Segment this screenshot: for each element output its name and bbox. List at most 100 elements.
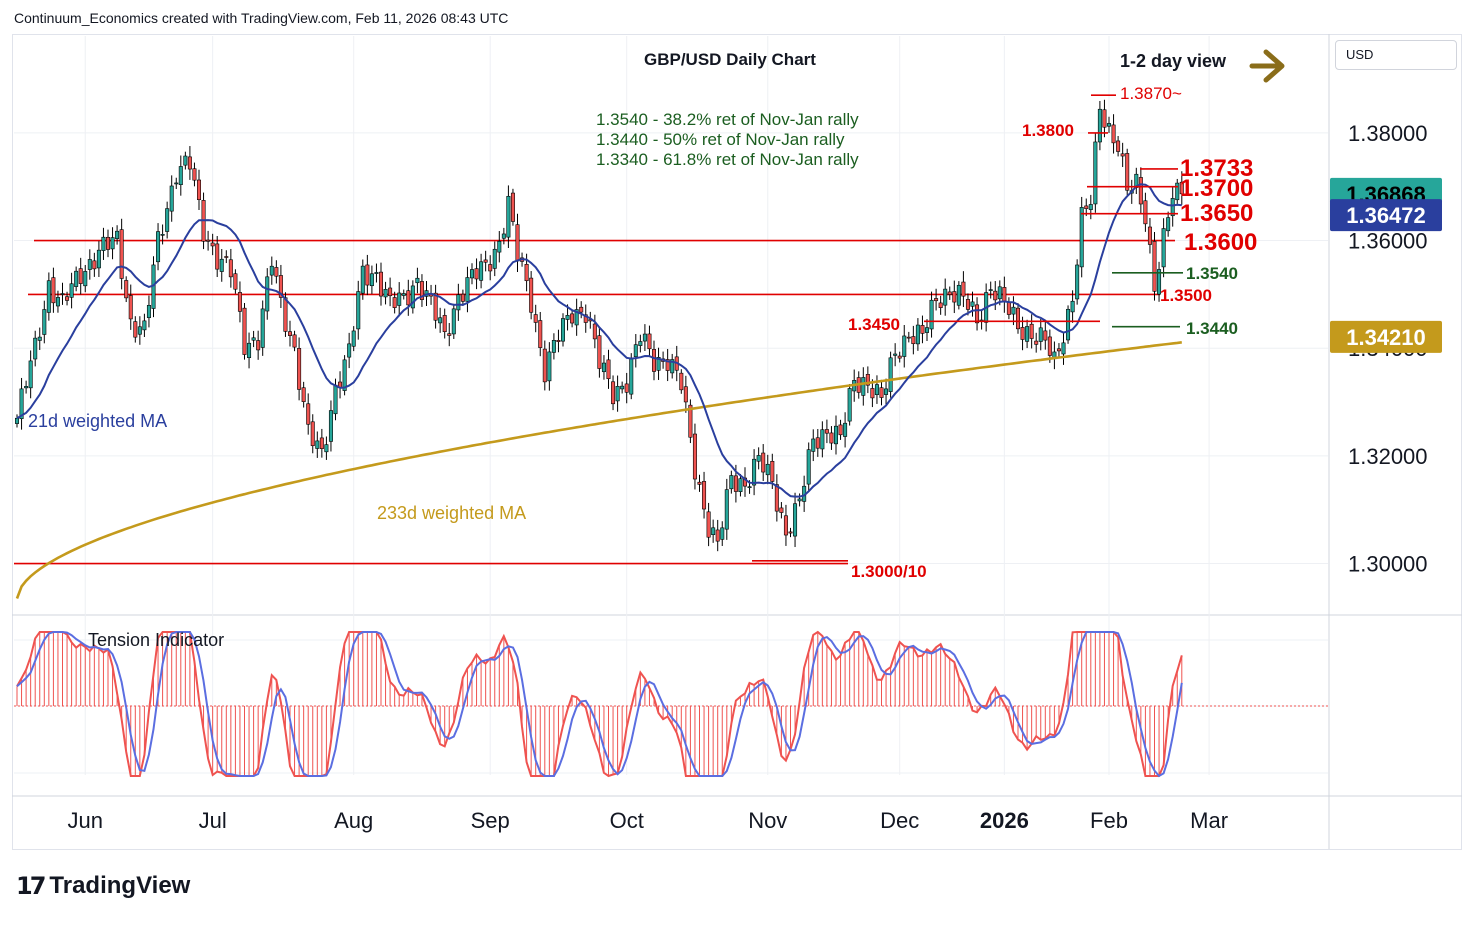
candle-body — [124, 280, 129, 299]
candle-body — [1157, 269, 1162, 295]
candle-body — [474, 268, 479, 280]
x-tick-label: Mar — [1190, 808, 1228, 833]
candle-body — [560, 318, 565, 342]
candle-body — [15, 417, 20, 424]
candle-body — [865, 374, 870, 386]
candle-body — [1161, 228, 1166, 268]
price-badge — [1330, 320, 1442, 353]
candle-body — [633, 344, 638, 358]
candle-body — [142, 320, 147, 331]
candle-body — [1079, 207, 1084, 268]
candle-body — [702, 481, 707, 510]
candle-body — [228, 259, 233, 278]
candle-body — [597, 335, 602, 369]
ma21-line — [16, 183, 1182, 498]
candle-body — [770, 460, 775, 482]
level-label: 1.3000/10 — [851, 562, 927, 581]
candle-body — [638, 341, 643, 346]
candle-body — [1034, 340, 1039, 345]
candle-body — [269, 265, 274, 276]
candle-body — [624, 383, 629, 393]
candle-body — [697, 481, 702, 485]
level-label: 1.3540 — [1186, 264, 1238, 283]
candle-body — [483, 259, 488, 263]
candle-body — [665, 359, 670, 371]
candle-body — [747, 486, 752, 489]
candle-body — [374, 272, 379, 274]
candle-body — [497, 241, 502, 253]
candle-body — [51, 277, 56, 304]
candle-body — [1006, 301, 1011, 315]
candle-body — [724, 489, 729, 530]
candle-body — [301, 387, 306, 402]
candle-body — [774, 484, 779, 512]
candle-body — [287, 331, 292, 336]
candle-body — [706, 511, 711, 538]
candle-body — [1179, 181, 1184, 195]
candle-body — [779, 507, 784, 513]
candle-body — [306, 403, 311, 425]
candle-body — [96, 249, 101, 269]
candle-body — [683, 386, 688, 403]
candle-body — [78, 268, 83, 284]
candle-body — [902, 335, 907, 357]
candle-body — [506, 195, 511, 238]
candle-body — [1056, 348, 1061, 352]
y-tick-label: 1.38000 — [1348, 121, 1428, 146]
candle-body — [55, 297, 60, 307]
candle-body — [224, 256, 229, 258]
level-label: 1.3500 — [1160, 286, 1212, 305]
candle-body — [174, 182, 179, 185]
chart-title: GBP/USD Daily Chart — [644, 50, 816, 69]
candle-body — [83, 271, 88, 287]
candle-body — [1120, 153, 1125, 157]
candle-body — [752, 458, 757, 486]
candle-body — [929, 299, 934, 330]
candle-body — [893, 353, 898, 356]
candle-body — [1066, 308, 1071, 341]
candle-body — [292, 334, 297, 348]
candle-body — [606, 359, 611, 380]
candle-body — [738, 478, 743, 492]
candle-body — [242, 307, 247, 355]
candle-body — [156, 231, 161, 263]
candle-body — [1038, 327, 1043, 342]
candle-body — [583, 314, 588, 323]
candle-body — [838, 424, 843, 436]
candle-body — [469, 269, 474, 279]
candle-body — [451, 308, 456, 335]
candle-body — [975, 304, 980, 324]
candle-body — [570, 313, 575, 324]
x-tick-label: Aug — [334, 808, 373, 833]
candle-body — [815, 437, 820, 449]
candle-body — [237, 292, 242, 312]
candle-body — [615, 386, 620, 402]
candle-body — [993, 290, 998, 301]
candle-body — [556, 340, 561, 342]
candle-body — [101, 236, 106, 251]
candle-body — [656, 357, 661, 371]
candle-body — [1070, 300, 1075, 313]
candle-body — [251, 337, 256, 341]
candle-body — [28, 360, 33, 389]
candle-body — [87, 259, 92, 270]
candle-body — [33, 337, 38, 360]
candle-body — [542, 348, 547, 383]
candle-body — [274, 267, 279, 277]
candle-body — [92, 260, 97, 270]
candle-body — [965, 299, 970, 310]
candle-body — [515, 224, 520, 262]
candle-body — [233, 273, 238, 290]
candle-body — [529, 277, 534, 313]
candle-body — [324, 444, 329, 453]
level-label: 1.3800 — [1022, 121, 1074, 140]
candle-body — [733, 475, 738, 492]
candle-body — [510, 192, 515, 222]
y-tick-label: 1.32000 — [1348, 444, 1428, 469]
candle-body — [65, 296, 70, 301]
level-label: 1.3650 — [1180, 200, 1253, 227]
currency-selector[interactable]: USD — [1335, 40, 1457, 70]
tradingview-wordmark: TradingView — [49, 872, 191, 899]
candle-body — [997, 286, 1002, 300]
candle-body — [74, 270, 79, 287]
